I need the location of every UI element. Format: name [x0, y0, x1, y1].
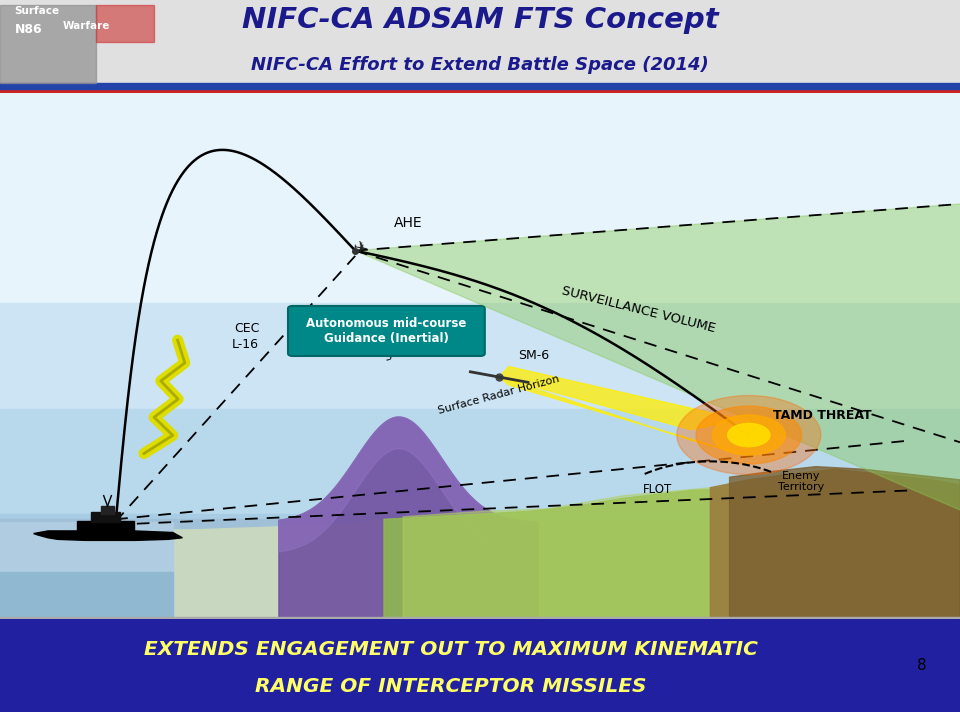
Bar: [0, 617, 960, 619]
Text: EXTENDS ENGAGEMENT OUT TO MAXIMUM KINEMATIC: EXTENDS ENGAGEMENT OUT TO MAXIMUM KINEMA…: [144, 639, 758, 659]
Polygon shape: [384, 488, 960, 619]
Text: AHE: AHE: [394, 216, 422, 230]
Bar: [0, 522, 173, 619]
Circle shape: [677, 396, 821, 475]
Bar: [0, 567, 288, 619]
Bar: [0, 303, 960, 409]
Bar: [0, 5, 96, 83]
Bar: [101, 506, 114, 514]
Bar: [0, 572, 173, 619]
Text: SURVEILLANCE VOLUME: SURVEILLANCE VOLUME: [560, 284, 717, 335]
Polygon shape: [355, 188, 960, 526]
Text: S-Band Uplink: S-Band Uplink: [384, 328, 461, 363]
Text: N86: N86: [14, 23, 42, 36]
Bar: [96, 5, 154, 42]
Text: ✈: ✈: [351, 239, 369, 260]
Circle shape: [696, 406, 802, 464]
Polygon shape: [730, 466, 960, 619]
Text: CEC: CEC: [234, 323, 259, 335]
Text: 8: 8: [917, 658, 926, 674]
Text: SM-6: SM-6: [518, 349, 549, 362]
Bar: [0, 519, 288, 619]
Text: Enemy
Territory: Enemy Territory: [779, 471, 825, 493]
Polygon shape: [499, 367, 739, 430]
Text: FLOT: FLOT: [643, 483, 672, 496]
Polygon shape: [34, 531, 182, 540]
Bar: [0, 93, 960, 303]
Polygon shape: [0, 517, 960, 619]
Text: TAMD THREAT: TAMD THREAT: [773, 409, 872, 422]
Text: NIFC-CA ADSAM FTS Concept: NIFC-CA ADSAM FTS Concept: [242, 6, 718, 34]
Polygon shape: [403, 488, 960, 619]
Text: Warfare: Warfare: [62, 21, 109, 31]
Text: L-16: L-16: [232, 338, 259, 351]
Text: Autonomous mid-course
Guidance (Inertial): Autonomous mid-course Guidance (Inertial…: [306, 317, 467, 345]
Text: Surface: Surface: [14, 6, 60, 16]
Bar: [91, 513, 120, 522]
FancyBboxPatch shape: [288, 306, 485, 356]
Bar: [0, 514, 960, 619]
Bar: [0, 409, 960, 514]
Bar: [0, 83, 960, 89]
Circle shape: [712, 415, 785, 455]
Text: NIFC-CA Effort to Extend Battle Space (2014): NIFC-CA Effort to Extend Battle Space (2…: [252, 56, 708, 74]
Text: Surface Radar Horizon: Surface Radar Horizon: [438, 374, 561, 416]
Polygon shape: [499, 377, 739, 454]
Circle shape: [728, 424, 770, 446]
Bar: [0, 89, 960, 93]
Bar: [77, 521, 134, 533]
Text: RANGE OF INTERCEPTOR MISSILES: RANGE OF INTERCEPTOR MISSILES: [255, 676, 647, 696]
Polygon shape: [710, 469, 960, 619]
